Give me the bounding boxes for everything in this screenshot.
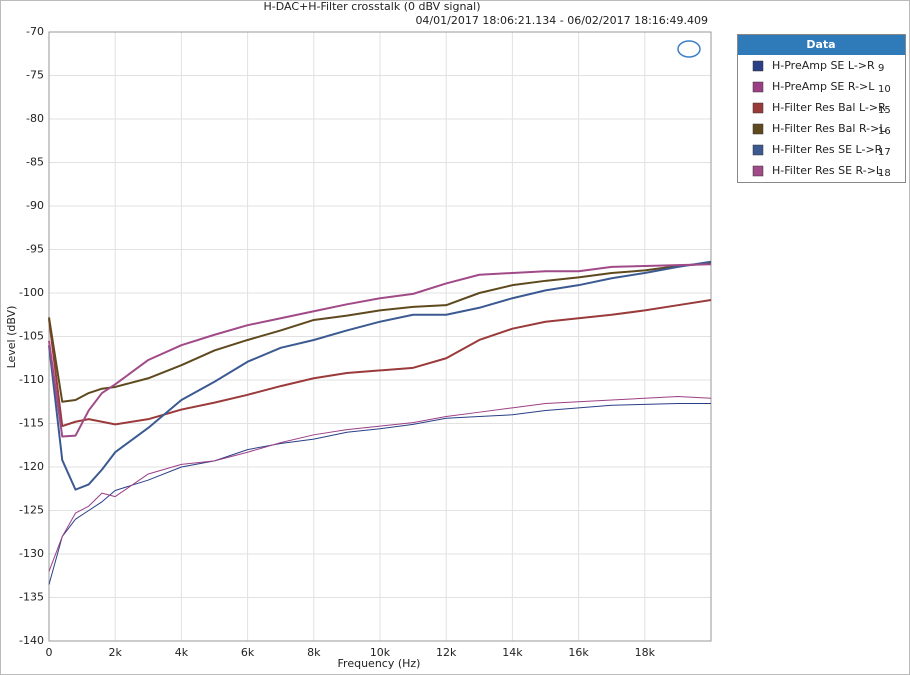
- y-tick-label: -130: [19, 547, 44, 560]
- y-tick-label: -105: [19, 330, 44, 343]
- legend-number: 16: [878, 126, 891, 137]
- legend-number: 9: [878, 63, 884, 74]
- logo: [677, 40, 701, 58]
- y-tick-label: -80: [26, 112, 44, 125]
- y-tick-label: -90: [26, 199, 44, 212]
- legend-label: H-Filter Res Bal L->R: [772, 101, 886, 114]
- legend-label: H-Filter Res SE R->L: [772, 164, 883, 177]
- y-tick-label: -115: [19, 417, 44, 430]
- legend-box: [737, 34, 906, 183]
- y-tick-label: -135: [19, 591, 44, 604]
- chart-subtitle: 04/01/2017 18:06:21.134 - 06/02/2017 18:…: [415, 14, 708, 27]
- legend-swatch: [752, 144, 764, 156]
- y-tick-label: -120: [19, 460, 44, 473]
- y-tick-label: -75: [26, 69, 44, 82]
- legend-swatch: [752, 102, 764, 114]
- legend-label: H-PreAmp SE R->L: [772, 80, 875, 93]
- y-tick-label: -100: [19, 286, 44, 299]
- series-line: [48, 298, 712, 428]
- y-tick-label: -70: [26, 25, 44, 38]
- y-tick-label: -110: [19, 373, 44, 386]
- x-tick-label: 8k: [307, 646, 321, 659]
- series-line: [48, 402, 711, 585]
- series-line: [48, 260, 712, 491]
- legend-number: 15: [878, 105, 891, 116]
- legend-label: H-PreAmp SE L->R: [772, 59, 875, 72]
- legend-header: [738, 35, 905, 55]
- legend-number: 10: [878, 84, 891, 95]
- legend-title: Data: [806, 38, 835, 51]
- legend-swatch: [752, 60, 764, 72]
- y-tick-label: -125: [19, 504, 44, 517]
- legend-label: H-Filter Res SE L->R: [772, 143, 883, 156]
- x-tick-label: 2k: [109, 646, 123, 659]
- y-tick-label: -85: [26, 156, 44, 169]
- x-tick-label: 16k: [568, 646, 589, 659]
- x-tick-label: 0: [46, 646, 53, 659]
- legend-number: 17: [878, 147, 891, 158]
- legend-label: H-Filter Res Bal R->L: [772, 122, 886, 135]
- plot-border: [48, 31, 712, 642]
- legend-number: 18: [878, 168, 891, 179]
- x-tick-label: 10k: [370, 646, 391, 659]
- y-tick-label: -95: [26, 243, 44, 256]
- x-axis-label: Frequency (Hz): [338, 657, 421, 670]
- y-axis-label: Level (dBV): [5, 306, 18, 369]
- legend-swatch: [752, 81, 764, 93]
- series-line: [48, 263, 712, 438]
- series-line: [48, 262, 712, 403]
- legend-swatch: [752, 123, 764, 135]
- x-tick-label: 6k: [241, 646, 255, 659]
- x-tick-label: 18k: [635, 646, 656, 659]
- legend: Data H-PreAmp SE L->R 9H-PreAmp SE R->L 10…: [737, 34, 906, 183]
- x-tick-label: 12k: [436, 646, 457, 659]
- y-tick-label: -140: [19, 634, 44, 647]
- x-tick-label: 14k: [502, 646, 523, 659]
- series-line: [48, 396, 712, 572]
- legend-swatch: [752, 165, 764, 177]
- chart-title: H-DAC+H-Filter crosstalk (0 dBV signal): [263, 0, 480, 13]
- x-tick-label: 4k: [175, 646, 189, 659]
